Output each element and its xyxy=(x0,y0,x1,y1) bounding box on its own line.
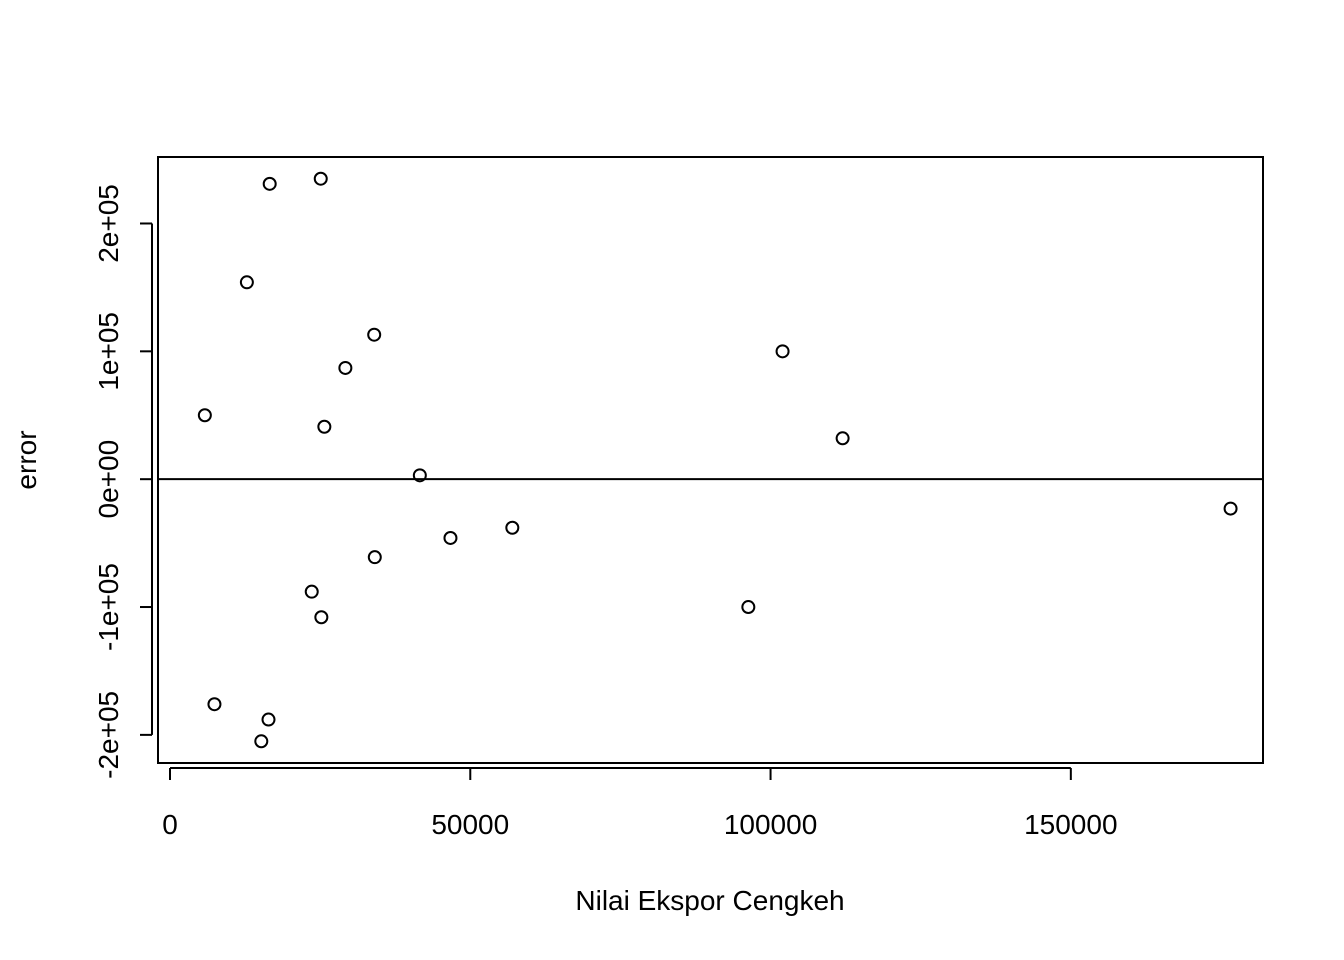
data-point xyxy=(741,600,756,615)
data-point xyxy=(207,697,222,712)
x-tick-label: 100000 xyxy=(724,809,817,840)
data-point xyxy=(317,419,332,434)
data-point xyxy=(261,712,276,727)
data-point xyxy=(367,550,382,565)
data-point xyxy=(835,431,850,446)
y-axis-label: error xyxy=(11,430,42,489)
data-point xyxy=(505,520,520,535)
data-point xyxy=(239,275,254,290)
data-point xyxy=(338,360,353,375)
y-tick-label: -2e+05 xyxy=(93,691,124,779)
data-point xyxy=(254,734,269,749)
x-axis: 0 50000 100000 150000 xyxy=(162,767,1118,840)
data-point xyxy=(304,584,319,599)
data-point xyxy=(314,610,329,625)
data-point xyxy=(775,344,790,359)
data-point xyxy=(443,530,458,545)
y-axis: -2e+05 -1e+05 0e+00 1e+05 2e+05 xyxy=(93,184,153,779)
x-axis-label: Nilai Ekspor Cengkeh xyxy=(575,885,844,916)
data-point xyxy=(1223,501,1238,516)
data-points xyxy=(197,171,1238,749)
data-point xyxy=(313,171,328,186)
y-tick-label: 0e+00 xyxy=(93,440,124,519)
x-tick-label: 150000 xyxy=(1024,809,1117,840)
data-point xyxy=(412,468,427,483)
data-point xyxy=(262,176,277,191)
x-tick-label: 0 xyxy=(162,809,178,840)
plot-frame xyxy=(157,156,1264,764)
x-tick-label: 50000 xyxy=(431,809,509,840)
y-tick-label: -1e+05 xyxy=(93,563,124,651)
data-point xyxy=(367,327,382,342)
y-tick-label: 1e+05 xyxy=(93,312,124,391)
y-tick-label: 2e+05 xyxy=(93,184,124,263)
data-point xyxy=(197,408,212,423)
